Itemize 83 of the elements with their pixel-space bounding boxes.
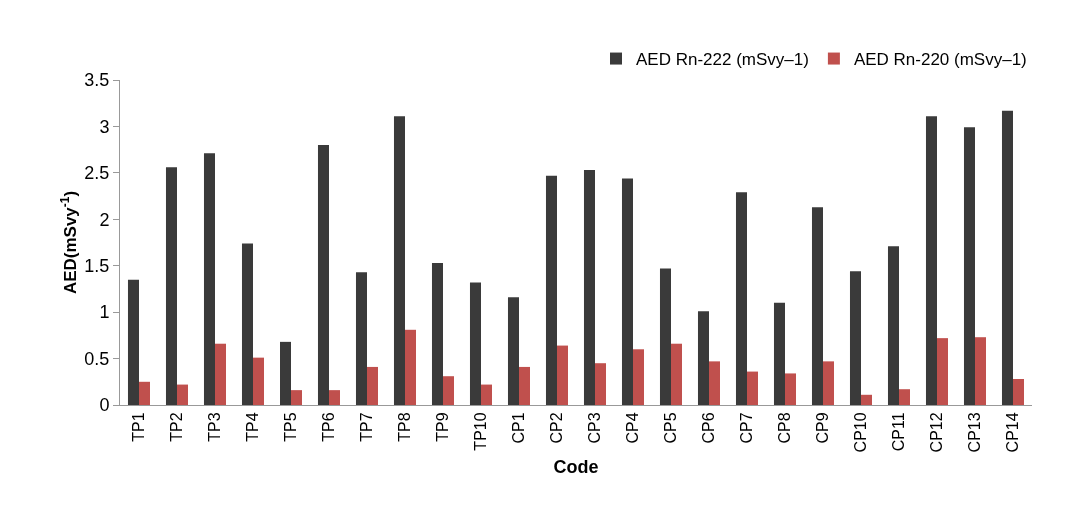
bar xyxy=(355,272,367,405)
bar xyxy=(697,311,709,405)
bar xyxy=(823,361,835,405)
x-tick-label: TP4 xyxy=(244,412,262,442)
bar xyxy=(519,366,531,405)
x-tick-label: TP8 xyxy=(396,412,414,442)
bar xyxy=(431,262,443,405)
legend-label: AED Rn-220 (mSvy–1) xyxy=(853,50,1027,70)
bar xyxy=(899,389,911,405)
y-tick-label: 0 xyxy=(99,395,110,416)
x-tick-label: CP7 xyxy=(738,412,756,444)
bar xyxy=(963,127,975,405)
legend-label: AED Rn-222 (mSvy–1) xyxy=(636,50,809,70)
bar xyxy=(735,192,747,405)
x-tick-label: CP9 xyxy=(814,412,832,444)
bar xyxy=(785,373,797,405)
bar xyxy=(279,341,291,405)
bar xyxy=(671,343,683,405)
x-tick-label: CP1 xyxy=(510,412,528,444)
bar xyxy=(481,384,493,405)
y-tick-label: 3.5 xyxy=(84,70,110,91)
x-tick-label: TP9 xyxy=(434,412,452,442)
x-tick-label: CP13 xyxy=(966,412,984,453)
bar xyxy=(937,338,949,405)
y-tick-label: 1 xyxy=(99,302,110,323)
x-tick-label: TP5 xyxy=(282,412,300,442)
bar xyxy=(127,279,139,405)
y-tick-label: 1.5 xyxy=(84,256,110,277)
x-axis-title: Code xyxy=(553,456,599,477)
x-tick-label: CP3 xyxy=(586,412,604,444)
bar xyxy=(507,297,519,405)
bar xyxy=(1001,110,1013,405)
x-tick-label: CP4 xyxy=(624,412,642,444)
bar xyxy=(773,302,785,405)
x-tick-label: CP12 xyxy=(928,412,946,453)
x-tick-label: CP14 xyxy=(1004,412,1022,453)
x-tick-label: CP2 xyxy=(548,412,566,444)
bar xyxy=(545,175,557,405)
x-tick-label: TP3 xyxy=(206,412,224,442)
bar xyxy=(165,167,177,405)
bar xyxy=(203,153,215,405)
bar xyxy=(1013,379,1025,405)
x-tick-label: CP11 xyxy=(890,412,908,452)
x-tick-label: TP6 xyxy=(320,412,338,442)
bar xyxy=(139,381,151,405)
bar xyxy=(659,268,671,405)
bar xyxy=(177,384,189,405)
bar xyxy=(405,329,417,405)
x-tick-label: CP8 xyxy=(776,412,794,444)
bar xyxy=(329,390,341,405)
bar xyxy=(621,178,633,405)
bar xyxy=(291,390,303,405)
y-tick-label: 0.5 xyxy=(84,348,110,369)
bar xyxy=(595,363,607,405)
x-tick-label: TP1 xyxy=(130,412,148,442)
y-tick-label: 2 xyxy=(99,209,110,230)
bar xyxy=(443,376,455,405)
bar xyxy=(241,243,253,405)
x-tick-label: CP6 xyxy=(700,412,718,444)
x-tick-label: TP7 xyxy=(358,412,376,442)
bar xyxy=(861,394,873,405)
bar xyxy=(925,116,937,405)
bar xyxy=(367,366,379,405)
bar xyxy=(393,116,405,405)
bar xyxy=(747,371,759,405)
x-tick-label: TP2 xyxy=(168,412,186,442)
bar xyxy=(253,357,265,405)
bar xyxy=(811,207,823,405)
x-tick-label: CP10 xyxy=(852,412,870,453)
x-tick-label: CP5 xyxy=(662,412,680,444)
bar xyxy=(583,170,595,405)
bar xyxy=(469,282,481,405)
x-tick-label: TP10 xyxy=(472,412,490,451)
y-tick-label: 2.5 xyxy=(84,163,110,184)
bar xyxy=(849,271,861,405)
y-tick-label: 3 xyxy=(99,116,110,137)
bar xyxy=(975,337,987,405)
bar xyxy=(633,349,645,405)
bar xyxy=(709,361,721,405)
bar xyxy=(557,345,569,405)
bar xyxy=(215,343,227,405)
bar xyxy=(317,145,329,405)
bar xyxy=(887,246,899,405)
